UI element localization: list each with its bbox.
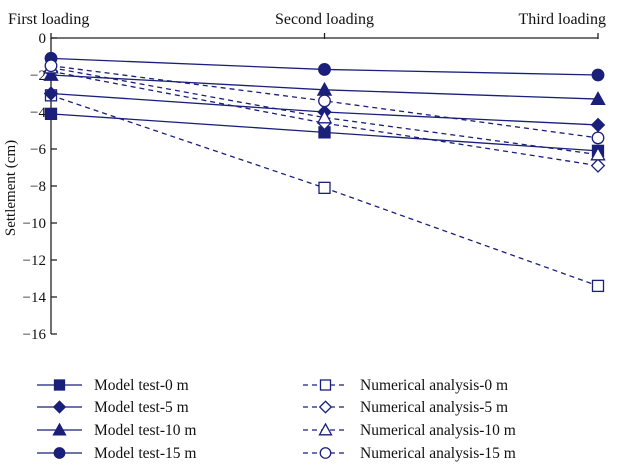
legend-item: Model test-5 m: [37, 399, 189, 416]
y-tick-label: −16: [23, 327, 47, 343]
legend-label: Model test-0 m: [94, 377, 189, 394]
data-point-diamond: [590, 158, 606, 173]
legend-label: Numerical analysis-5 m: [360, 399, 508, 416]
data-point-square: [44, 107, 58, 120]
data-point-triangle: [590, 146, 606, 161]
y-tick-label: −6: [30, 142, 46, 158]
legend-label: Model test-5 m: [94, 399, 189, 416]
x-tick-label: Third loading: [518, 11, 606, 28]
y-tick-label: 0: [39, 31, 47, 47]
legend-item: Model test-15 m: [37, 445, 196, 462]
y-tick-label: −14: [23, 290, 47, 306]
legend-label: Numerical analysis-10 m: [360, 422, 516, 439]
data-point-circle: [319, 447, 332, 459]
series-model-test-15-m: [44, 51, 605, 82]
axes: 0 −2 −4 −6 −8 −10 −12 −14 −16 First loading Secon…: [8, 11, 606, 343]
x-tick-label: First loading: [8, 11, 89, 28]
y-tick-label: −12: [23, 253, 46, 269]
series-line: [50, 65, 599, 139]
legend-item: Numerical analysis-5 m: [303, 399, 508, 416]
legend-item: Model test-10 m: [37, 422, 196, 439]
data-point-triangle: [590, 91, 606, 105]
data-point-square: [53, 379, 66, 391]
y-tick-label: −2: [30, 68, 46, 84]
legend-item: Numerical analysis-15 m: [303, 445, 516, 462]
data-point-circle: [591, 131, 605, 145]
legend-label: Model test-15 m: [94, 445, 196, 462]
series-numerical-analysis-15-m: [44, 59, 605, 145]
y-tick-label: −8: [30, 179, 46, 195]
legend-item: Numerical analysis-0 m: [303, 377, 508, 394]
y-tick-label: −4: [30, 105, 46, 121]
plot-area: [43, 51, 606, 293]
data-point-square: [318, 181, 331, 195]
data-point-circle: [318, 94, 331, 108]
y-axis-title: Settlement (cm): [3, 140, 19, 236]
legend-label: Numerical analysis-0 m: [360, 377, 508, 394]
series-line: [50, 66, 599, 156]
legend-label: Numerical analysis-15 m: [360, 445, 516, 462]
data-point-triangle: [52, 422, 67, 436]
legend-label: Model test-10 m: [94, 422, 196, 439]
data-point-circle: [591, 68, 605, 82]
data-point-circle: [44, 59, 58, 73]
data-point-square: [591, 279, 605, 293]
data-point-square: [319, 379, 332, 391]
data-point-triangle: [318, 422, 333, 436]
x-tick-label: Second loading: [275, 11, 374, 28]
data-point-diamond: [590, 117, 606, 133]
data-point-circle: [53, 447, 66, 459]
legend: Model test-0 m Numerical analysis-0 m Mode…: [37, 377, 516, 462]
data-point-triangle: [316, 109, 333, 124]
x-ticks: First loading Second loading Third loading: [8, 11, 606, 39]
legend-item: Model test-0 m: [37, 377, 189, 394]
data-point-diamond: [318, 400, 333, 414]
data-point-triangle: [43, 67, 59, 81]
data-point-diamond: [43, 86, 59, 101]
series-line: [50, 70, 599, 167]
legend-item: Numerical analysis-10 m: [303, 422, 516, 439]
y-tick-label: −10: [23, 216, 46, 232]
data-point-diamond: [52, 400, 67, 414]
data-point-circle: [318, 63, 331, 76]
y-ticks: 0 −2 −4 −6 −8 −10 −12 −14 −16: [23, 31, 57, 343]
